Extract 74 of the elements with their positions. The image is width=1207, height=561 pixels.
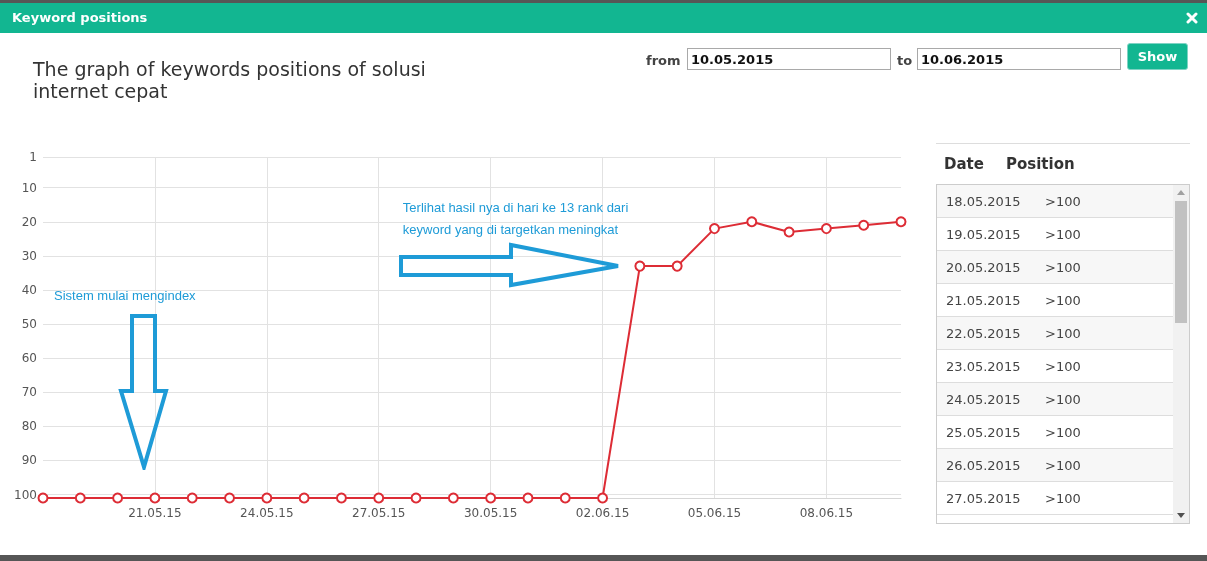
point — [37, 492, 49, 504]
y-tick-label: 30 — [21, 248, 37, 263]
y-tick-label: 90 — [21, 453, 37, 468]
chart-title: Keyword positions — [12, 10, 148, 25]
point — [485, 492, 497, 504]
point — [224, 492, 236, 504]
y-tick-label: 70 — [21, 385, 37, 400]
text: >100 — [1045, 293, 1081, 308]
point — [559, 492, 571, 504]
text: 25.05.2015 — [946, 425, 1021, 440]
text: >100 — [1045, 227, 1081, 242]
point — [149, 492, 161, 504]
point — [895, 216, 907, 228]
text: to — [897, 53, 913, 68]
text: >100 — [1045, 260, 1081, 275]
point — [373, 492, 385, 504]
text: >100 — [1045, 194, 1081, 209]
annotation: Terlihat hasil nya di hari ke 13 rank dari keyword yang di targetkan meningkat — [402, 199, 632, 237]
text: >100 — [1045, 491, 1081, 506]
from-date-field: 10.05.2015 — [687, 48, 891, 70]
point — [522, 492, 534, 504]
text: Position — [1006, 155, 1075, 173]
text: 22.05.2015 — [946, 326, 1021, 341]
text: 19.05.2015 — [946, 227, 1021, 242]
point — [746, 216, 758, 228]
x-tick-label: 30.05.15 — [463, 506, 518, 520]
text: >100 — [1045, 458, 1081, 473]
dialog: Keyword positions The graph of keywords positions of solusi internet cepat 1 10 20 30 40 50 60 70 80 90 100 21.05.15 24.05.15 27.05.15 30.05.15 02.06.15 05.06.15 08.06.15 Sistem mulai mengindex Terlihat hasil nya di hari ke 13 rank dari keyword yang di targetkan meningkat from 10.05.2015 to 10.06.2015 Show Date Position 18.05.2015 >100 19.05.2015 >100 20.05.2015 >100 21.05.2015 >100 22.05.2015 >100 23.05.2015 >100 24.05.2015 >100 25.05.2015 >100 26.05.2015 >100 27.05.2015 >100 — [0, 3, 1207, 555]
y-tick-label: 20 — [21, 214, 37, 229]
point — [298, 492, 310, 504]
text: 21.05.2015 — [946, 293, 1021, 308]
text: >100 — [1045, 359, 1081, 374]
point — [597, 492, 609, 504]
point — [671, 260, 683, 272]
point — [634, 260, 646, 272]
point — [447, 492, 459, 504]
text: >100 — [1045, 326, 1081, 341]
chart-subtitle: The graph of keywords positions of solusi internet cepat — [33, 58, 427, 102]
y-tick-label: 80 — [21, 419, 37, 434]
y-tick-label: 40 — [21, 282, 37, 297]
x-tick-label: 08.06.15 — [799, 506, 854, 520]
text: Date — [944, 155, 984, 173]
x-tick-label: 21.05.15 — [128, 506, 182, 520]
show-button: Show — [1127, 43, 1188, 70]
text: 20.05.2015 — [946, 260, 1021, 275]
y-tick-label: 1 — [29, 150, 37, 164]
y-tick-label: 100 — [14, 487, 37, 502]
point — [112, 492, 124, 504]
point — [74, 492, 86, 504]
point — [410, 492, 422, 504]
text: 26.05.2015 — [946, 458, 1021, 473]
y-tick-label: 50 — [21, 317, 37, 332]
point — [186, 492, 198, 504]
text: >100 — [1045, 392, 1081, 407]
text: 24.05.2015 — [946, 392, 1021, 407]
point — [858, 219, 870, 231]
text: 23.05.2015 — [946, 359, 1021, 374]
point — [820, 223, 832, 235]
x-tick-label: 02.06.15 — [575, 506, 630, 520]
text: >100 — [1045, 425, 1081, 440]
x-tick-label: 27.05.15 — [352, 506, 406, 520]
x-tick-label: 24.05.15 — [240, 506, 294, 520]
annotation: Sistem mulai mengindex — [54, 288, 197, 303]
x-tick-label: 05.06.15 — [687, 506, 742, 520]
text: 18.05.2015 — [946, 194, 1021, 209]
point — [708, 223, 720, 235]
point — [783, 226, 795, 238]
y-tick-label: 10 — [21, 180, 37, 195]
text: from — [646, 53, 681, 68]
to-date-field: 10.06.2015 — [917, 48, 1121, 70]
point — [261, 492, 273, 504]
y-tick-label: 60 — [21, 351, 37, 366]
text: 27.05.2015 — [946, 491, 1021, 506]
point — [335, 492, 347, 504]
